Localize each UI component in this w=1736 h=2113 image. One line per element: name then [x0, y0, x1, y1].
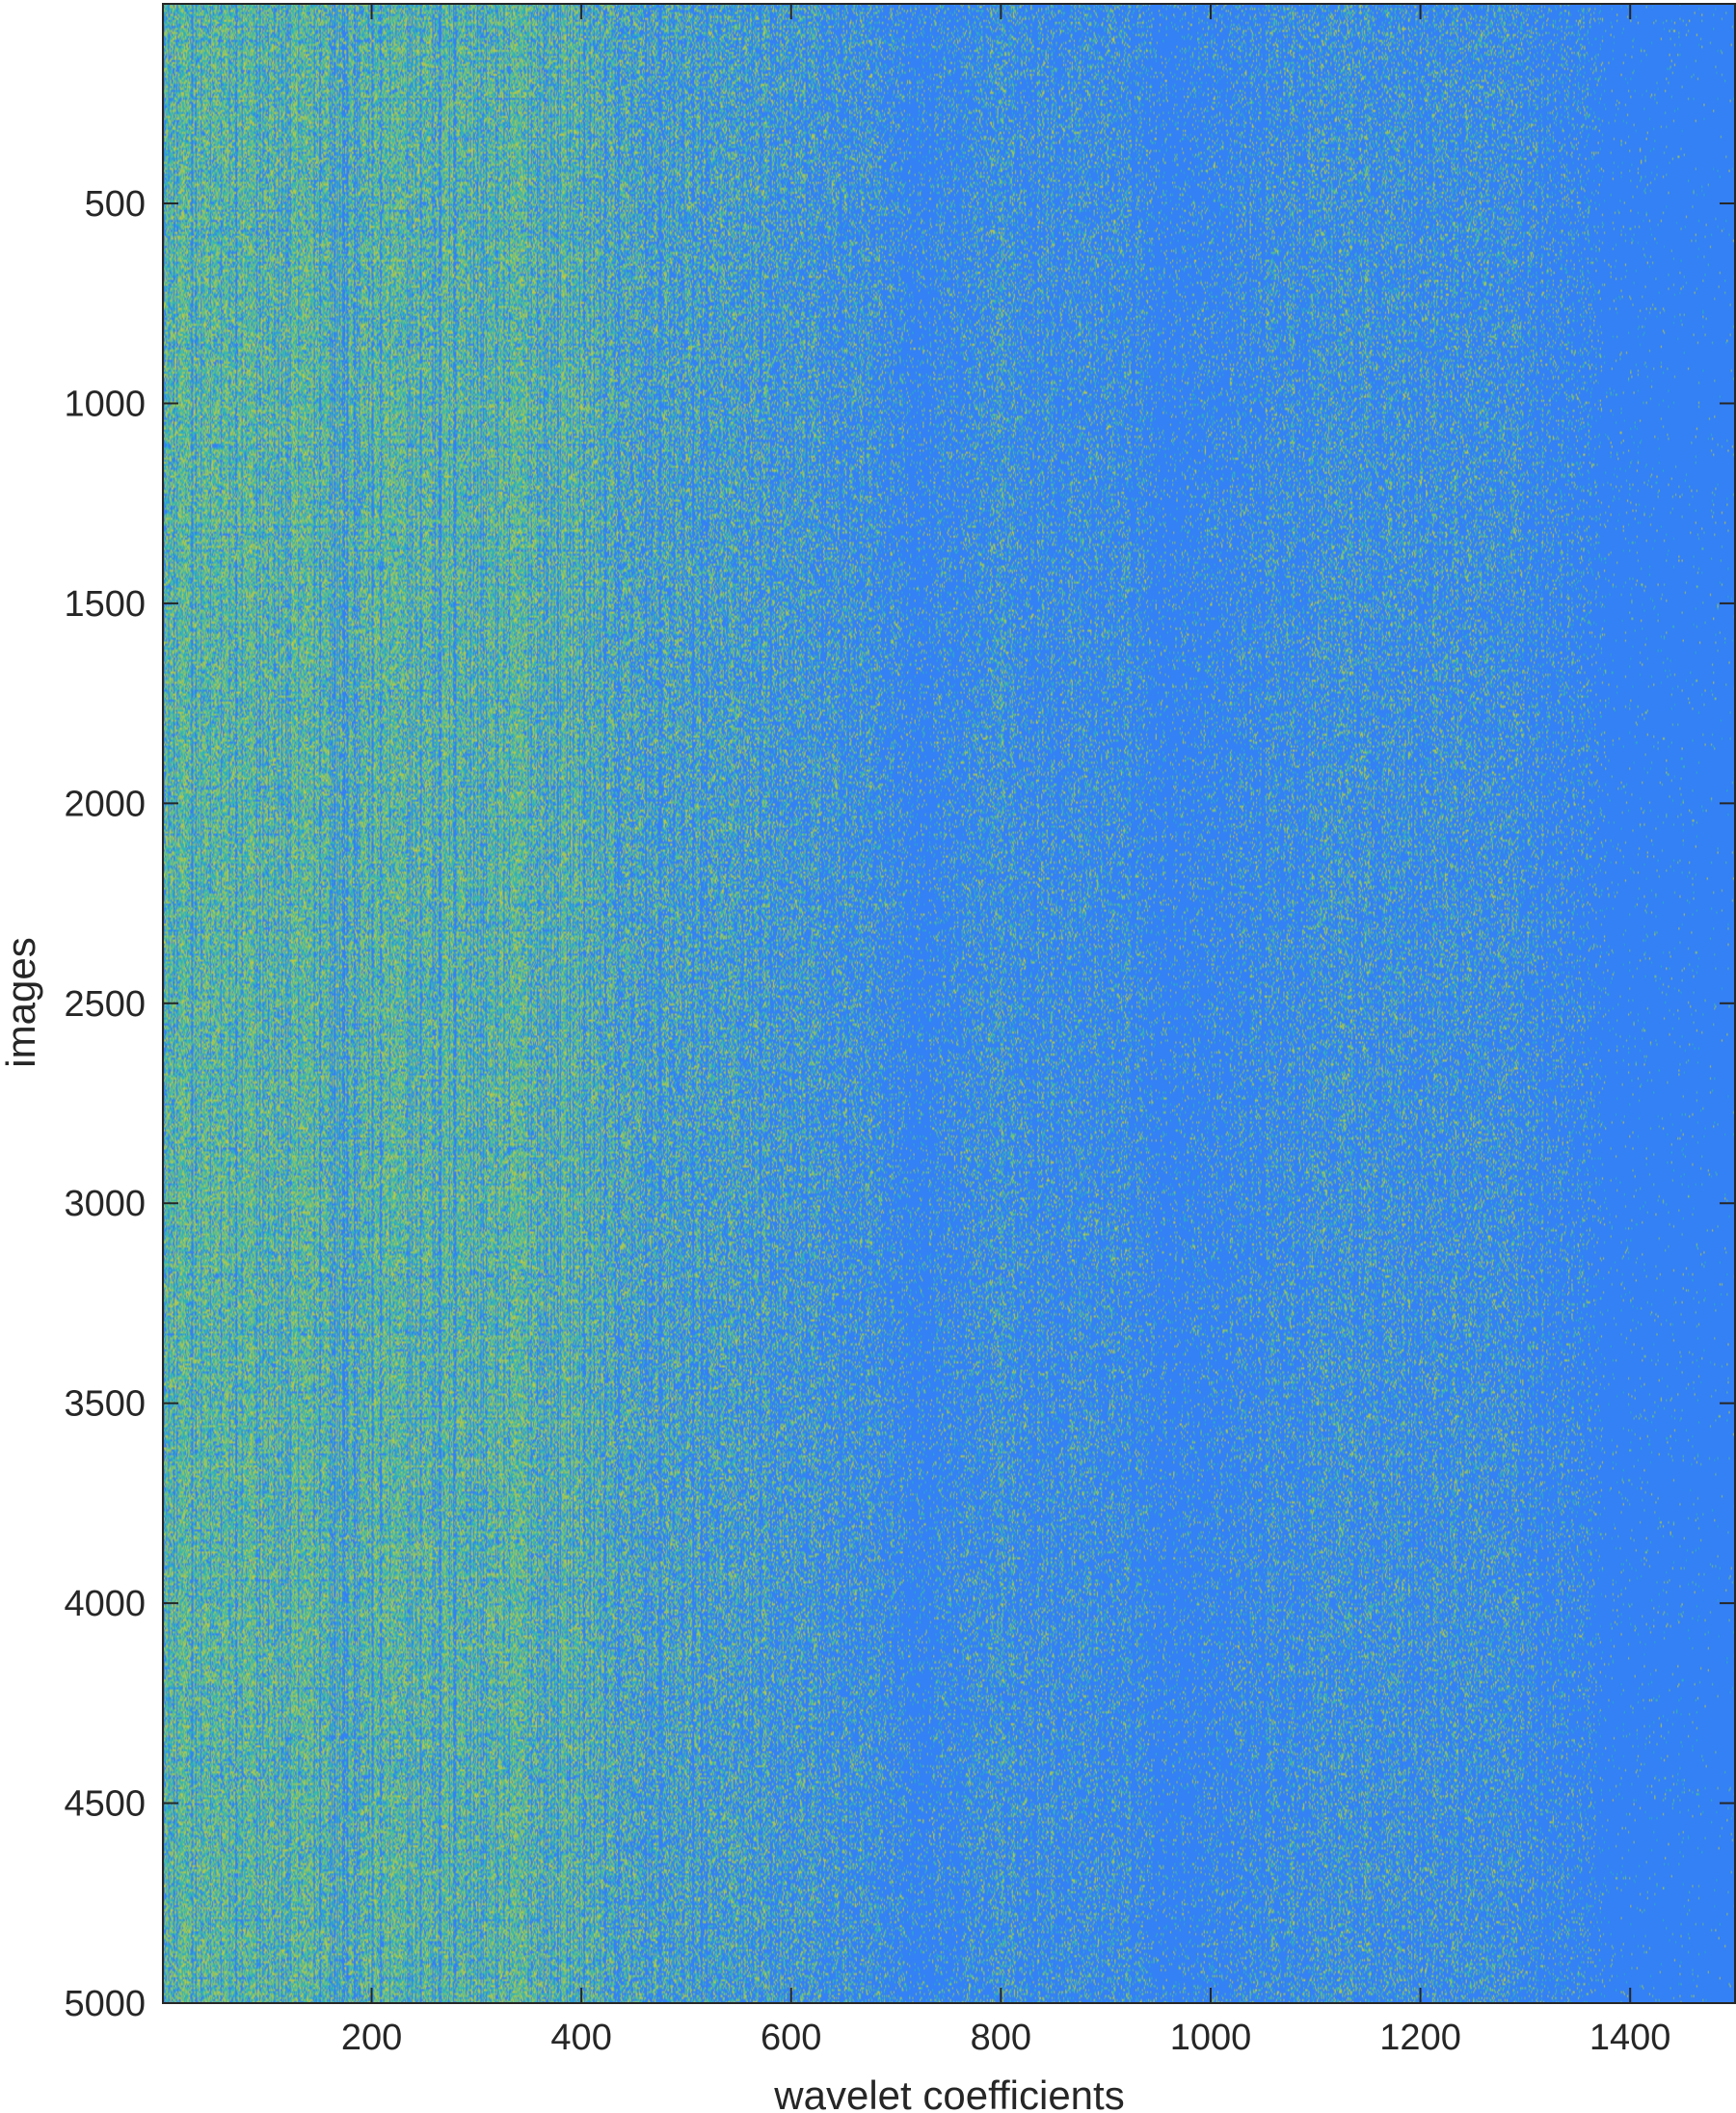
x-axis-label: wavelet coefficients	[773, 2073, 1124, 2113]
y-tick-label: 4500	[64, 1784, 146, 1825]
x-tick-label: 200	[341, 2018, 402, 2058]
y-axis-ticks: 500 1000 1500 2000 2500 3000 3500 4000 4500 5000	[64, 184, 1735, 2024]
x-tick-label: 1200	[1379, 2018, 1461, 2058]
x-tick-label: 400	[550, 2018, 611, 2058]
y-tick-label: 500	[85, 184, 146, 225]
y-tick-label: 2000	[64, 784, 146, 824]
plot-border	[162, 3, 1736, 2004]
x-tick-label: 800	[971, 2018, 1031, 2058]
axes-frame	[162, 3, 1736, 2004]
y-tick-label: 1000	[64, 384, 146, 424]
x-axis-ticks: 200 400 600 800 1000 1200 1400	[341, 4, 1671, 2058]
y-tick-label: 2500	[64, 984, 146, 1025]
heatmap-image	[163, 4, 1735, 2003]
x-tick-label: 600	[761, 2018, 821, 2058]
y-tick-label: 1500	[64, 584, 146, 625]
y-tick-label: 3000	[64, 1184, 146, 1224]
y-tick-label: 4000	[64, 1584, 146, 1624]
y-axis-label: images	[0, 937, 43, 1067]
y-tick-label: 5000	[64, 1984, 146, 2024]
y-tick-label: 3500	[64, 1384, 146, 1425]
x-tick-label: 1400	[1589, 2018, 1671, 2058]
x-tick-label: 1000	[1170, 2018, 1252, 2058]
